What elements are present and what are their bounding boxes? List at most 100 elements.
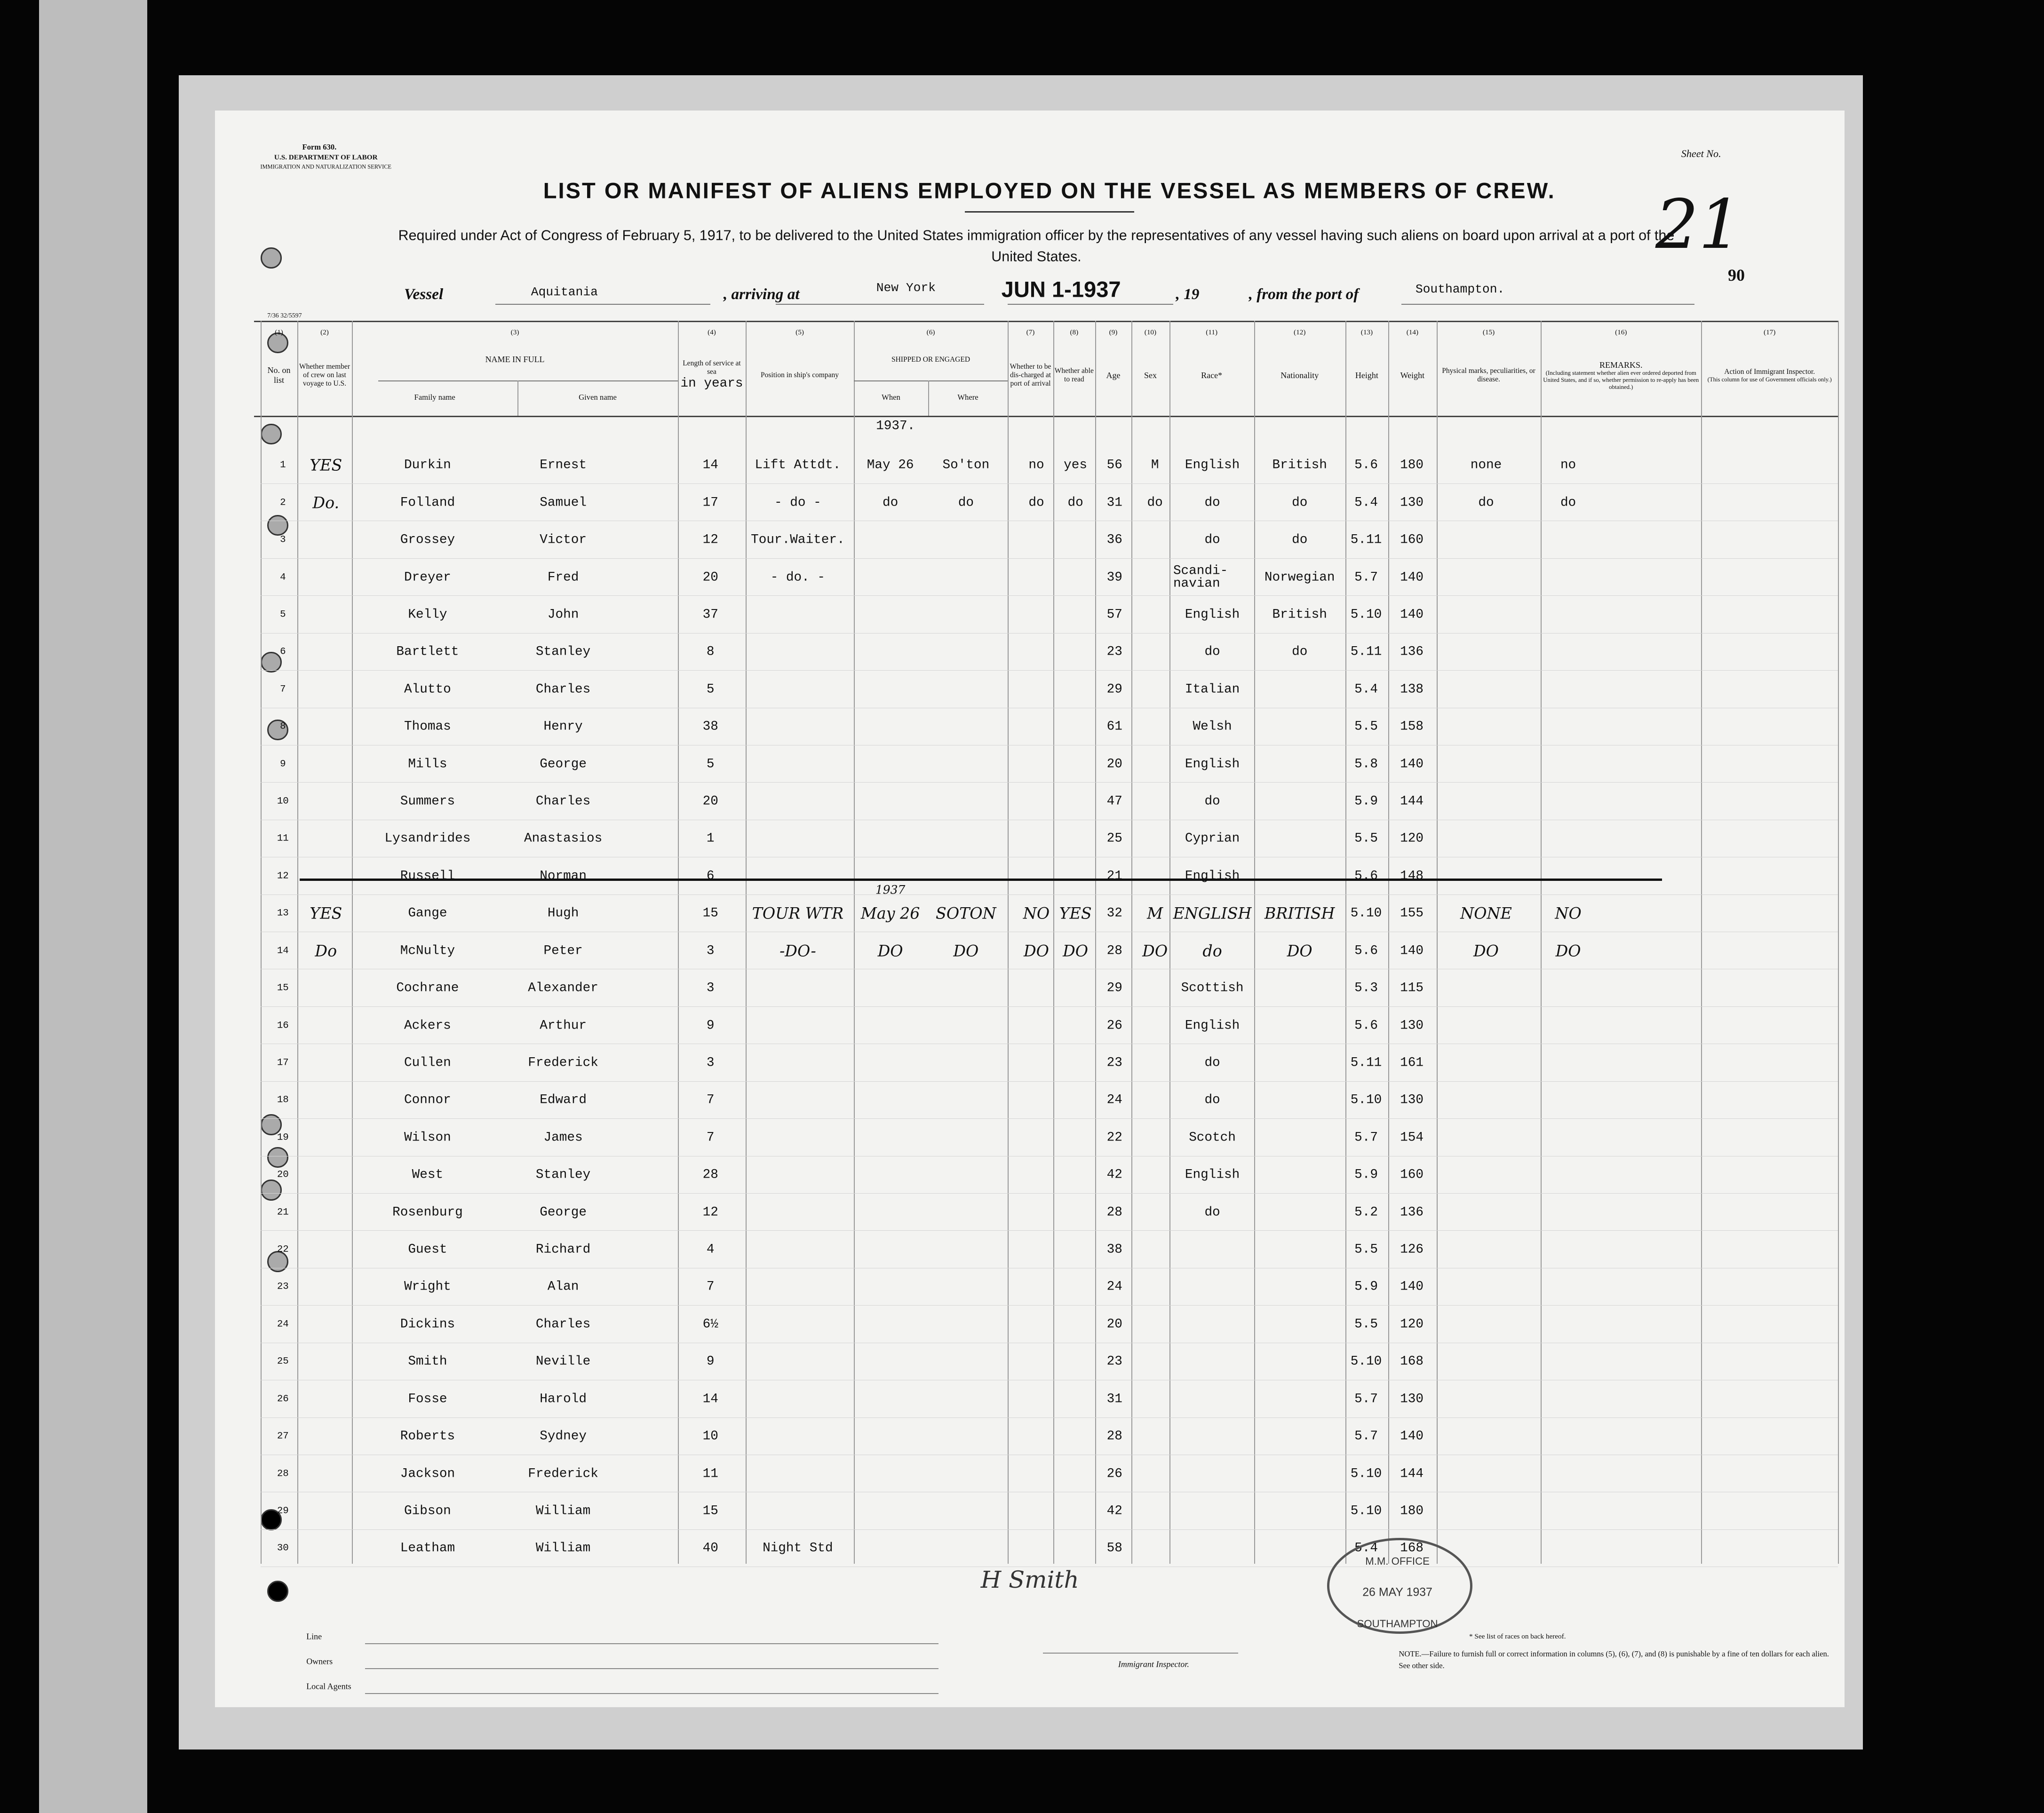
cell-service: 6: [706, 869, 715, 884]
cell-family: Connor: [404, 1093, 451, 1108]
cell-service: 4: [706, 1242, 715, 1257]
cell-nationality: BRITISH: [1264, 904, 1335, 923]
title: LIST OR MANIFEST OF ALIENS EMPLOYED ON T…: [543, 178, 1556, 203]
cell-service: 3: [706, 943, 715, 958]
rule-line: [1701, 320, 1702, 1564]
cell-weight: 120: [1400, 1317, 1424, 1332]
cell-family: Cochrane: [396, 981, 459, 996]
cell-race: English: [1185, 869, 1240, 884]
cell-weight: 140: [1400, 570, 1424, 585]
cell-no: 13: [277, 908, 289, 919]
page-number: 90: [1728, 265, 1745, 285]
rule-line: [1838, 320, 1839, 1564]
column-label: Whether able to read: [1054, 367, 1094, 384]
column-number: (4): [708, 328, 716, 336]
cell-weight: 168: [1400, 1354, 1424, 1369]
column-label: Age: [1106, 370, 1121, 380]
column-number: (5): [795, 328, 804, 336]
rule-line: [300, 879, 1662, 881]
cell-no: 17: [277, 1057, 289, 1069]
cell-family: Roberts: [400, 1429, 455, 1444]
cell-age: 39: [1106, 570, 1122, 585]
cell-given: Richard: [535, 1242, 591, 1257]
cell-age: 22: [1106, 1130, 1122, 1145]
cell-position: -DO-: [779, 942, 816, 960]
cell-no: 12: [277, 871, 289, 882]
cell-height: 5.8: [1354, 757, 1378, 772]
cell-weight: 130: [1400, 1093, 1424, 1108]
stamp: [1327, 1537, 1473, 1634]
column-number: (8): [1070, 328, 1079, 336]
column-number: (13): [1360, 328, 1373, 336]
cell-given: Sydney: [540, 1429, 587, 1444]
cell-nationality: do: [1292, 532, 1308, 547]
cell-race: English: [1185, 1167, 1240, 1182]
rule-line: [365, 1643, 939, 1645]
cell-remarks: NO: [1555, 904, 1582, 923]
cell-when: May 26: [867, 458, 914, 473]
column-header: Whether member of crew on last voyage to…: [299, 341, 351, 409]
rule-line: [261, 558, 1838, 559]
cell-crew: Do.: [312, 493, 340, 512]
column-label: Position in ship's company: [761, 371, 839, 380]
department: U.S. DEPARTMENT OF LABOR: [274, 153, 378, 162]
cell-service: 40: [702, 1541, 718, 1556]
cell-weight: 158: [1400, 719, 1424, 734]
rule-line: [297, 320, 298, 1564]
column-number: (14): [1406, 328, 1419, 336]
cell-service: 5: [706, 682, 715, 697]
cell-no: 16: [277, 1020, 289, 1031]
cell-race: do: [1204, 794, 1220, 809]
column-number: (17): [1763, 328, 1776, 336]
cell-given: Charles: [535, 682, 591, 697]
column-sub-label: When: [882, 393, 900, 402]
column-header: Nationality: [1256, 341, 1344, 409]
cell-family: Leatham: [400, 1541, 455, 1556]
column-label: Action of Immigrant Inspector.: [1724, 367, 1815, 376]
cell-weight: 155: [1400, 906, 1424, 921]
cell-family: Fosse: [408, 1392, 447, 1407]
cell-service: 37: [702, 607, 718, 622]
cell-age: 38: [1106, 1242, 1122, 1257]
cell-service: 1: [706, 831, 715, 846]
cell-race: English: [1185, 458, 1240, 473]
cell-height: 5.11: [1350, 1055, 1382, 1070]
binder-hole: [267, 1581, 288, 1602]
cell-age: 21: [1106, 869, 1122, 884]
column-header: SHIPPED OR ENGAGED: [855, 341, 1006, 378]
cell-given: Charles: [535, 794, 591, 809]
cell-weight: 140: [1400, 607, 1424, 622]
cell-height: 5.2: [1354, 1205, 1378, 1220]
cell-given: Frederick: [528, 1055, 598, 1070]
column-label: No. on list: [267, 365, 291, 385]
cell-race: Cyprian: [1185, 831, 1240, 846]
cell-sex: M: [1151, 458, 1159, 473]
column-label: Sex: [1144, 370, 1157, 380]
rule-line: [261, 1305, 1838, 1306]
column-number: (15): [1482, 328, 1495, 336]
cell-age: 29: [1106, 682, 1122, 697]
cell-race: English: [1185, 757, 1240, 772]
cell-weight: 115: [1400, 981, 1424, 996]
cell-height: 5.10: [1350, 1093, 1382, 1108]
cell-age: 20: [1106, 757, 1122, 772]
cell-family: Durkin: [404, 458, 451, 473]
cell-given: Fred: [547, 570, 579, 585]
cell-no: 15: [277, 982, 289, 994]
column-header: Whether to be dis-charged at port of arr…: [1009, 341, 1052, 409]
cell-height: 5.7: [1354, 1130, 1378, 1145]
column-number: (7): [1026, 328, 1035, 336]
column-label: Nationality: [1280, 370, 1319, 380]
cell-age: 20: [1106, 1317, 1122, 1332]
cell-race: ENGLISH: [1173, 904, 1252, 923]
rule-line: [1053, 320, 1054, 1564]
column-header: NAME IN FULL: [353, 341, 676, 378]
cell-read: yes: [1064, 458, 1088, 473]
column-label: NAME IN FULL: [485, 355, 545, 364]
cell-age: 42: [1106, 1167, 1122, 1182]
column-number: (10): [1144, 328, 1157, 336]
rule-line: [1254, 320, 1255, 1564]
column-number: (1): [275, 328, 283, 336]
column-label: Whether to be dis-charged at port of arr…: [1010, 363, 1051, 388]
cell-given: William: [535, 1541, 591, 1556]
